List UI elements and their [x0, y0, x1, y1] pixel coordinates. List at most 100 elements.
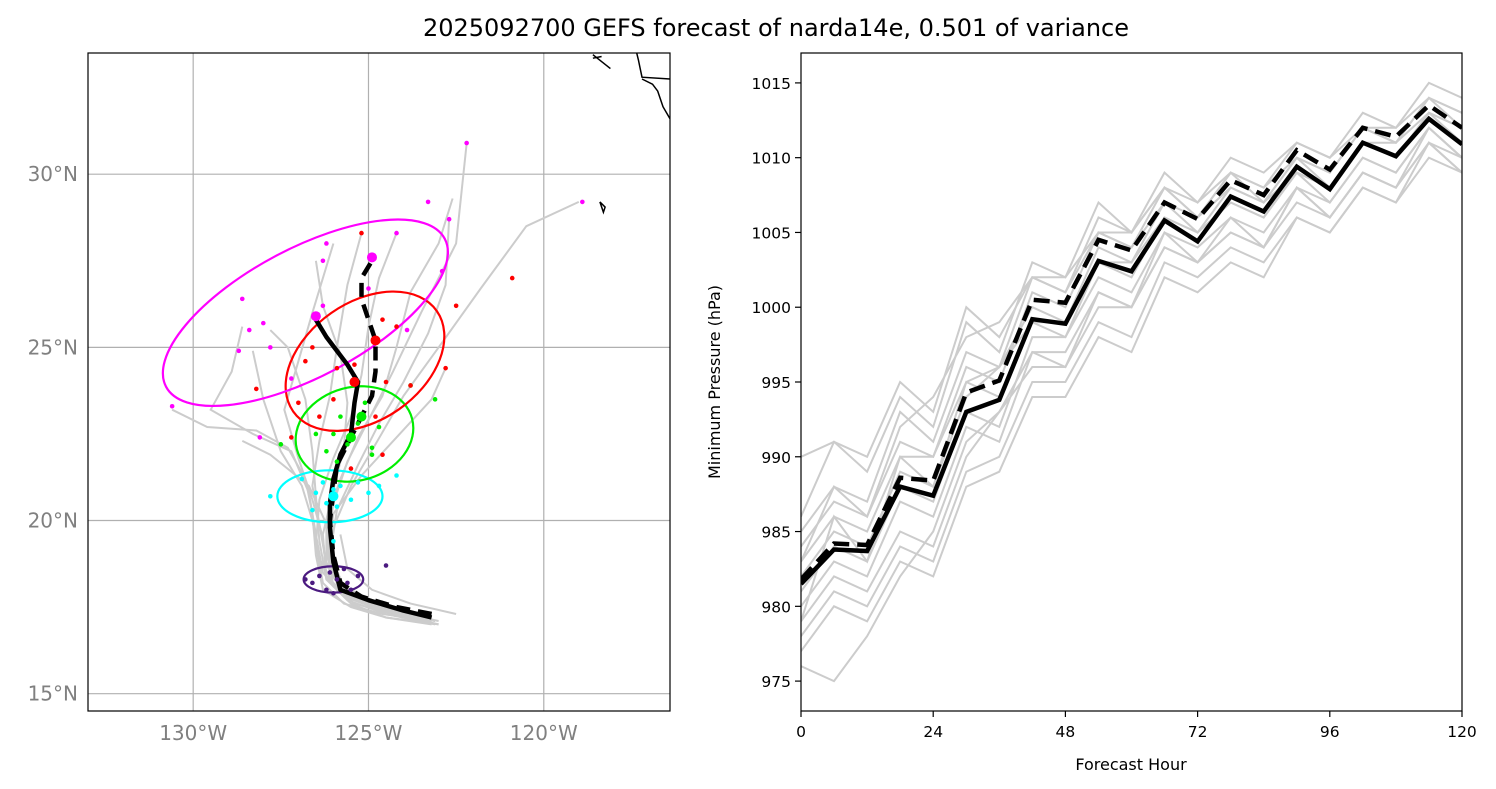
- coastline: [599, 201, 606, 215]
- track-map-panel: 130°W 125°W 120°W 15°N 20°N 25°N 30°N: [28, 52, 671, 745]
- member-point-cyan: [299, 476, 305, 482]
- member-point-green: [278, 442, 284, 447]
- member-point-red: [317, 414, 322, 419]
- member-point-red: [509, 275, 515, 281]
- member-point-red: [253, 386, 259, 392]
- member-point-cyan: [394, 473, 399, 478]
- member-point-indigo: [334, 577, 340, 582]
- mean-point-red: [370, 335, 381, 346]
- lat-tick-label: 25°N: [28, 335, 78, 359]
- x-tick-label: 120: [1447, 723, 1477, 741]
- member-point-red: [408, 383, 413, 388]
- member-point-red: [380, 452, 385, 458]
- member-point-cyan: [268, 493, 273, 499]
- member-point-green: [355, 421, 361, 426]
- map-grid: [88, 53, 670, 711]
- x-tick-label: 96: [1320, 723, 1340, 741]
- member-point-red: [394, 324, 399, 329]
- member-point-magenta: [439, 268, 445, 274]
- lon-tick-label: 130°W: [159, 721, 227, 745]
- pressure-mean-lines: [801, 102, 1462, 586]
- member-point-red: [373, 414, 378, 419]
- member-point-magenta: [446, 216, 452, 222]
- y-axis-label: Minimum Pressure (hPa): [705, 285, 724, 479]
- member-point-red: [383, 379, 389, 385]
- coastline-layer: [592, 53, 670, 215]
- member-point-green: [345, 442, 350, 447]
- member-point-magenta: [464, 140, 469, 146]
- uncertainty-ellipse: [294, 385, 415, 483]
- member-point-cyan: [355, 480, 361, 485]
- member-point-cyan: [366, 490, 371, 496]
- x-tick-label: 24: [923, 723, 943, 741]
- member-point-indigo: [303, 577, 308, 582]
- figure-title: 2025092700 GEFS forecast of narda14e, 0.…: [423, 14, 1129, 42]
- member-point-red: [443, 365, 448, 371]
- member-point-red: [348, 466, 354, 471]
- member-point-red: [303, 358, 308, 364]
- y-tick-label: 980: [761, 598, 791, 616]
- member-point-red: [310, 345, 315, 350]
- pressure-mean-line-solid: [801, 115, 1462, 586]
- member-point-magenta: [320, 303, 326, 309]
- member-point-magenta: [394, 230, 399, 236]
- member-point-green: [338, 414, 343, 419]
- member-points-layer: [169, 140, 585, 596]
- pressure-ticks: 0 24 48 72 96 120 975 980 985 990 995 1000 1005 1010 1…: [752, 75, 1477, 741]
- member-point-green: [313, 431, 319, 437]
- y-tick-label: 985: [761, 524, 791, 542]
- member-point-indigo: [310, 580, 315, 586]
- member-point-cyan: [334, 504, 340, 509]
- member-point-red: [334, 365, 340, 371]
- member-point-green: [334, 459, 340, 464]
- mean-point-cyan: [328, 491, 339, 502]
- member-point-indigo: [317, 573, 322, 579]
- member-point-magenta: [268, 345, 273, 350]
- member-point-green: [324, 448, 329, 454]
- member-point-indigo: [331, 590, 336, 596]
- coastline: [641, 78, 670, 120]
- member-point-magenta: [580, 199, 585, 205]
- lat-tick-label: 30°N: [28, 162, 78, 186]
- y-tick-label: 995: [761, 374, 791, 392]
- member-point-cyan: [324, 500, 329, 506]
- member-point-green: [432, 397, 438, 402]
- member-point-indigo: [345, 580, 350, 586]
- member-point-indigo: [355, 573, 361, 579]
- member-point-magenta: [261, 320, 266, 326]
- map-frame: [87, 52, 671, 712]
- y-tick-label: 1000: [752, 299, 791, 317]
- member-point-magenta: [425, 199, 431, 205]
- mean-point-red: [349, 377, 360, 387]
- member-point-cyan: [331, 487, 336, 492]
- member-point-magenta: [236, 348, 242, 354]
- y-tick-label: 1015: [752, 75, 791, 93]
- member-point-cyan: [376, 483, 382, 489]
- x-tick-label: 72: [1188, 723, 1208, 741]
- member-point-indigo: [383, 563, 389, 568]
- member-point-magenta: [404, 327, 410, 333]
- member-point-red: [359, 230, 364, 236]
- pressure-member-line: [801, 126, 1462, 683]
- member-point-cyan: [310, 507, 315, 513]
- coastline: [592, 54, 611, 70]
- member-point-indigo: [341, 566, 347, 572]
- x-tick-label: 48: [1056, 723, 1076, 741]
- mean-point-magenta: [310, 311, 321, 322]
- member-point-magenta: [246, 327, 252, 333]
- lat-tick-label: 20°N: [28, 509, 78, 533]
- x-axis-label: Forecast Hour: [1075, 755, 1187, 774]
- y-tick-label: 1005: [752, 224, 791, 242]
- mean-point-green: [356, 411, 367, 422]
- member-point-cyan: [338, 483, 343, 489]
- mean-track-dashed: [327, 259, 433, 617]
- member-point-magenta: [257, 435, 263, 440]
- y-tick-label: 990: [761, 449, 791, 467]
- mean-point-green: [345, 432, 356, 443]
- member-point-indigo: [324, 587, 329, 593]
- pressure-chart-panel: 0 24 48 72 96 120 975 980 985 990 995 1000 1005 1010 1…: [705, 52, 1477, 774]
- member-point-cyan: [320, 480, 326, 485]
- lat-tick-label: 15°N: [28, 682, 78, 706]
- member-point-indigo: [327, 570, 333, 575]
